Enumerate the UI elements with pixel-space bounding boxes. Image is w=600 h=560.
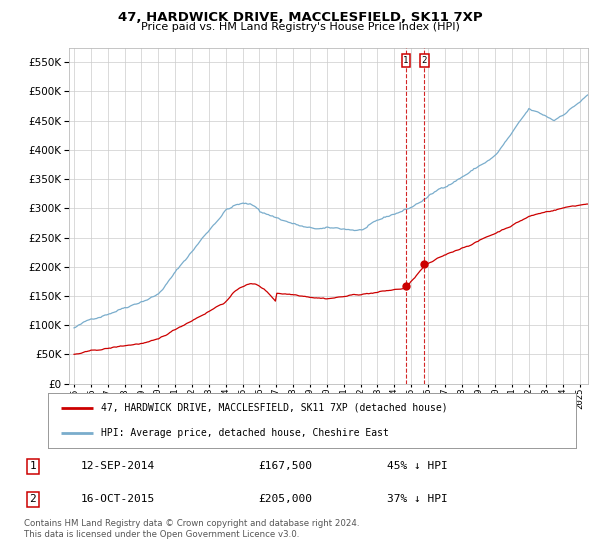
Text: 37% ↓ HPI: 37% ↓ HPI <box>387 494 448 504</box>
Text: HPI: Average price, detached house, Cheshire East: HPI: Average price, detached house, Ches… <box>101 428 389 438</box>
Text: 2: 2 <box>29 494 37 504</box>
Text: 1: 1 <box>403 56 409 65</box>
Text: Price paid vs. HM Land Registry's House Price Index (HPI): Price paid vs. HM Land Registry's House … <box>140 22 460 32</box>
Text: 1: 1 <box>29 461 37 471</box>
Text: 2: 2 <box>422 56 427 65</box>
Text: 16-OCT-2015: 16-OCT-2015 <box>81 494 155 504</box>
Text: 45% ↓ HPI: 45% ↓ HPI <box>387 461 448 471</box>
Text: £167,500: £167,500 <box>258 461 312 471</box>
Text: 12-SEP-2014: 12-SEP-2014 <box>81 461 155 471</box>
Text: 47, HARDWICK DRIVE, MACCLESFIELD, SK11 7XP (detached house): 47, HARDWICK DRIVE, MACCLESFIELD, SK11 7… <box>101 403 448 413</box>
Text: Contains HM Land Registry data © Crown copyright and database right 2024.
This d: Contains HM Land Registry data © Crown c… <box>24 519 359 539</box>
Text: 47, HARDWICK DRIVE, MACCLESFIELD, SK11 7XP: 47, HARDWICK DRIVE, MACCLESFIELD, SK11 7… <box>118 11 482 24</box>
Text: £205,000: £205,000 <box>258 494 312 504</box>
